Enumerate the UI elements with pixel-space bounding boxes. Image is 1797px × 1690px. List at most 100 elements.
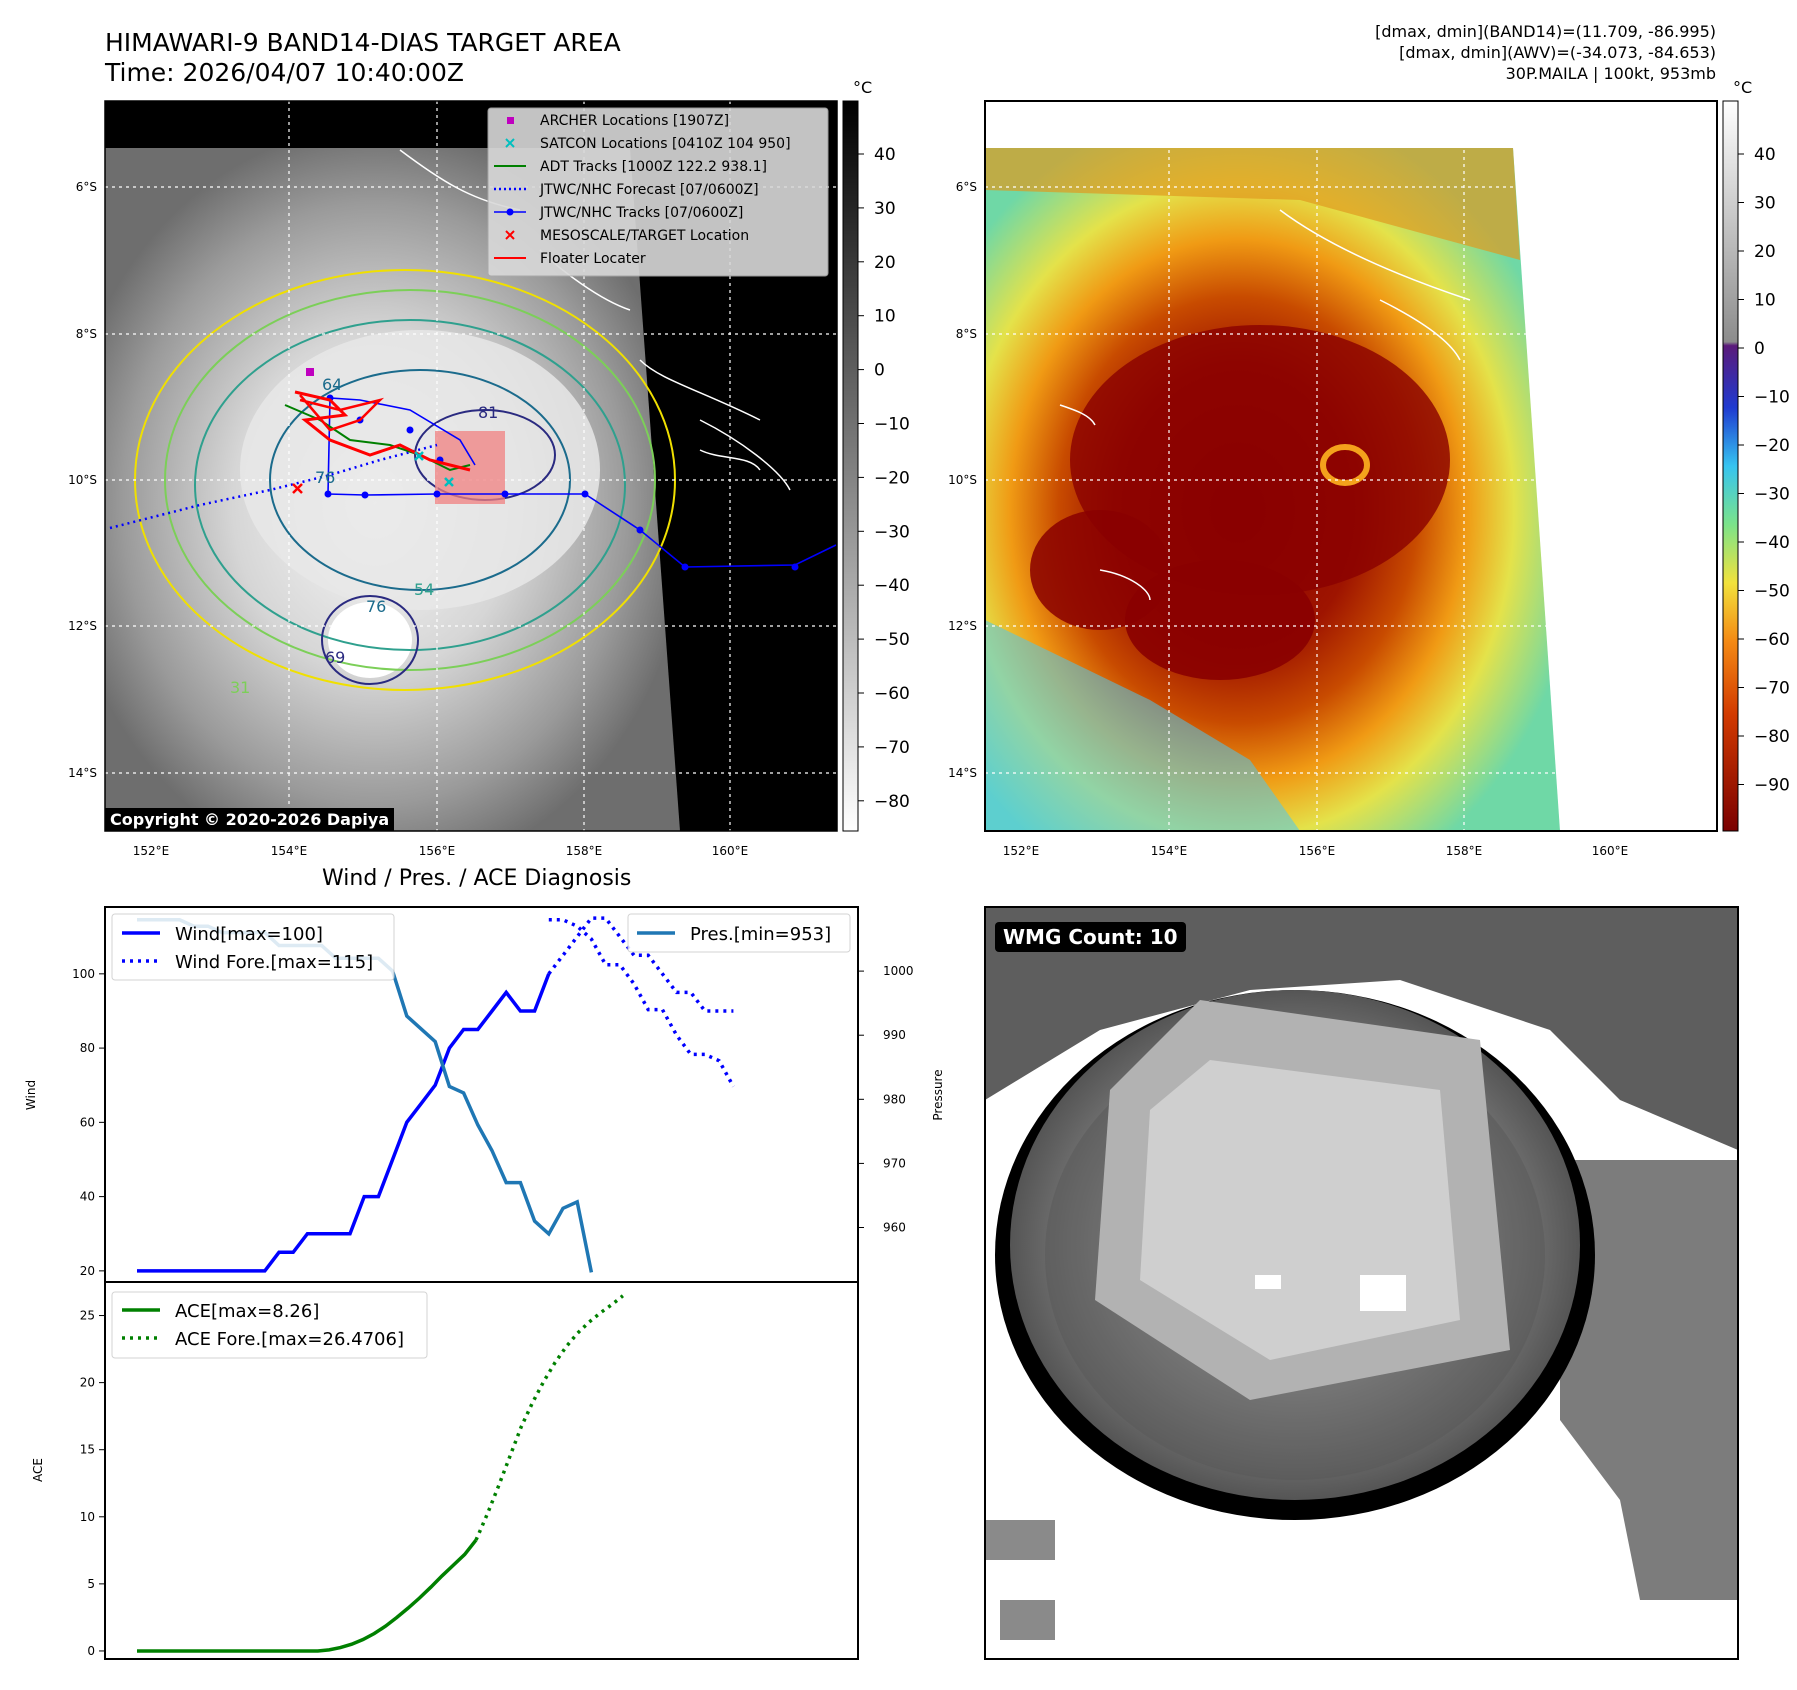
lat-label: 6°S: [956, 180, 977, 194]
dmax-dmin-awv: [dmax, dmin](AWV)=(-34.073, -84.653): [1399, 43, 1716, 62]
y-tick-label: 5: [87, 1577, 95, 1591]
contour-label: 81: [478, 403, 498, 422]
colorbar-tick-label: 40: [1754, 145, 1776, 165]
lat-label: 12°S: [68, 619, 97, 633]
lon-label: 160°E: [1592, 844, 1629, 858]
y-tick-label: 15: [80, 1443, 95, 1457]
colorbar-tick-label: −80: [1754, 727, 1790, 747]
legend-ace: ACE[max=8.26]: [175, 1301, 319, 1322]
y-tick-label: 60: [80, 1115, 95, 1129]
legend-wind-forecast: Wind Fore.[max=115]: [175, 952, 373, 973]
pressure-axis-label: Pressure: [931, 1069, 945, 1120]
lat-label: 14°S: [948, 766, 977, 780]
legend-ace-forecast: ACE Fore.[max=26.4706]: [175, 1329, 404, 1350]
legend-wind: Wind[max=100]: [175, 924, 323, 945]
colorbar-tick-label: −70: [1754, 679, 1790, 699]
figure-title-line2: Time: 2026/04/07 10:40:00Z: [105, 58, 464, 87]
lon-label: 158°E: [1446, 844, 1483, 858]
colorbar-tick-label: −40: [874, 576, 910, 596]
colorbar-grayscale: 40 30 20 10 0 −10 −20 −30 −40 −50 −60 −70 −80: [842, 100, 910, 832]
contour-label: 31: [230, 678, 250, 697]
figure-title-line1: HIMAWARI-9 BAND14-DIAS TARGET AREA: [105, 28, 621, 57]
y-tick-label: 25: [80, 1309, 95, 1323]
colorbar-tick-label: −30: [1754, 485, 1790, 505]
lon-label: 154°E: [271, 844, 308, 858]
colorbar-tick-label: −10: [874, 415, 910, 435]
lat-label: 10°S: [948, 473, 977, 487]
jtwc-track-line: [327, 397, 837, 568]
wind-axis-label: Wind: [24, 1080, 38, 1110]
y-tick-label: 10: [80, 1510, 95, 1524]
wmg-panel: [984, 906, 1739, 1660]
satcon-markers: [414, 451, 454, 487]
storm-info: 30P.MAILA | 100kt, 953mb: [1505, 64, 1716, 83]
legend-satcon: SATCON Locations [0410Z 104 950]: [540, 136, 791, 152]
dmax-dmin-band14: [dmax, dmin](BAND14)=(11.709, -86.995): [1375, 22, 1716, 41]
lon-label: 160°E: [712, 844, 749, 858]
target-marker: [292, 483, 303, 494]
colorbar-tick-label: −80: [874, 792, 910, 812]
colorbar-tick-label: −60: [1754, 630, 1790, 650]
contour-label: 54: [414, 580, 434, 599]
colorbar-color: 40 30 20 10 0 −10 −20 −30 −40 −50 −60 −70 −80 −90: [1722, 100, 1790, 832]
jtwc-forecast-line: [109, 443, 438, 530]
archer-marker: [306, 368, 314, 376]
copyright-label: Copyright © 2020-2026 Dapiya: [105, 808, 395, 831]
y2-tick-label: 960: [883, 1221, 906, 1235]
lat-label: 12°S: [948, 619, 977, 633]
contour-label: 76: [315, 468, 335, 487]
wind-line: [137, 973, 551, 1273]
colorbar-tick-label: −90: [1754, 776, 1790, 796]
ace-legend: ACE[max=8.26] ACE Fore.[max=26.4706]: [111, 1291, 428, 1359]
legend-jtwc-forecast: JTWC/NHC Forecast [07/0600Z]: [539, 182, 759, 198]
colorbar-tick-label: −10: [1754, 388, 1790, 408]
colorbar-unit-left: °C: [853, 78, 873, 97]
colorbar-tick-label: −50: [874, 630, 910, 650]
lon-label: 156°E: [1299, 844, 1336, 858]
y-tick-label: 0: [87, 1644, 95, 1658]
lon-label: 158°E: [566, 844, 603, 858]
contour-label: 64: [322, 375, 342, 394]
y2-tick-label: 980: [883, 1092, 906, 1106]
wind-forecast-line: [547, 916, 734, 1013]
satellite-map-color: [984, 100, 1718, 832]
lat-label: 10°S: [68, 473, 97, 487]
y-tick-label: 100: [72, 967, 95, 981]
colorbar-tick-label: −50: [1754, 582, 1790, 602]
colorbar-tick-label: −70: [874, 738, 910, 758]
colorbar-tick-label: 30: [1754, 194, 1776, 214]
colorbar-tick-label: −20: [874, 468, 910, 488]
satellite-map-grayscale: [104, 100, 838, 832]
x-marker-icon: [505, 138, 515, 148]
colorbar-tick-label: 0: [1754, 339, 1765, 359]
lon-label: 152°E: [1003, 844, 1040, 858]
colorbar-tick-label: 20: [874, 253, 896, 273]
map-legend: ARCHER Locations [1907Z] SATCON Location…: [487, 107, 829, 277]
lat-label: 14°S: [68, 766, 97, 780]
y-tick-label: 40: [80, 1190, 95, 1204]
y-tick-label: 20: [80, 1264, 95, 1278]
y-tick-label: 20: [80, 1376, 95, 1390]
lon-label: 154°E: [1151, 844, 1188, 858]
wind-legend: Wind[max=100] Wind Fore.[max=115]: [111, 913, 395, 981]
y-tick-label: 80: [80, 1041, 95, 1055]
colorbar-tick-label: −30: [874, 522, 910, 542]
pressure-legend: Pres.[min=953]: [627, 913, 851, 953]
legend-adt: ADT Tracks [1000Z 122.2 938.1]: [540, 159, 767, 175]
colorbar-tick-label: 10: [1754, 291, 1776, 311]
y2-tick-label: 990: [883, 1028, 906, 1042]
colorbar-tick-label: 0: [874, 361, 885, 381]
lat-label: 8°S: [76, 327, 97, 341]
colorbar-tick-label: 40: [874, 145, 896, 165]
lat-label: 6°S: [76, 180, 97, 194]
ace-line: [137, 1539, 478, 1653]
contour-label: 69: [325, 648, 345, 667]
legend-pressure: Pres.[min=953]: [690, 924, 831, 945]
colorbar-tick-label: −60: [874, 684, 910, 704]
legend-floater: Floater Locater: [540, 251, 646, 267]
colorbar-unit-right: °C: [1733, 78, 1753, 97]
y2-tick-label: 1000: [883, 964, 914, 978]
colorbar-tick-label: 30: [874, 199, 896, 219]
pressure-forecast-line: [548, 918, 735, 1088]
legend-archer: ARCHER Locations [1907Z]: [540, 113, 729, 129]
